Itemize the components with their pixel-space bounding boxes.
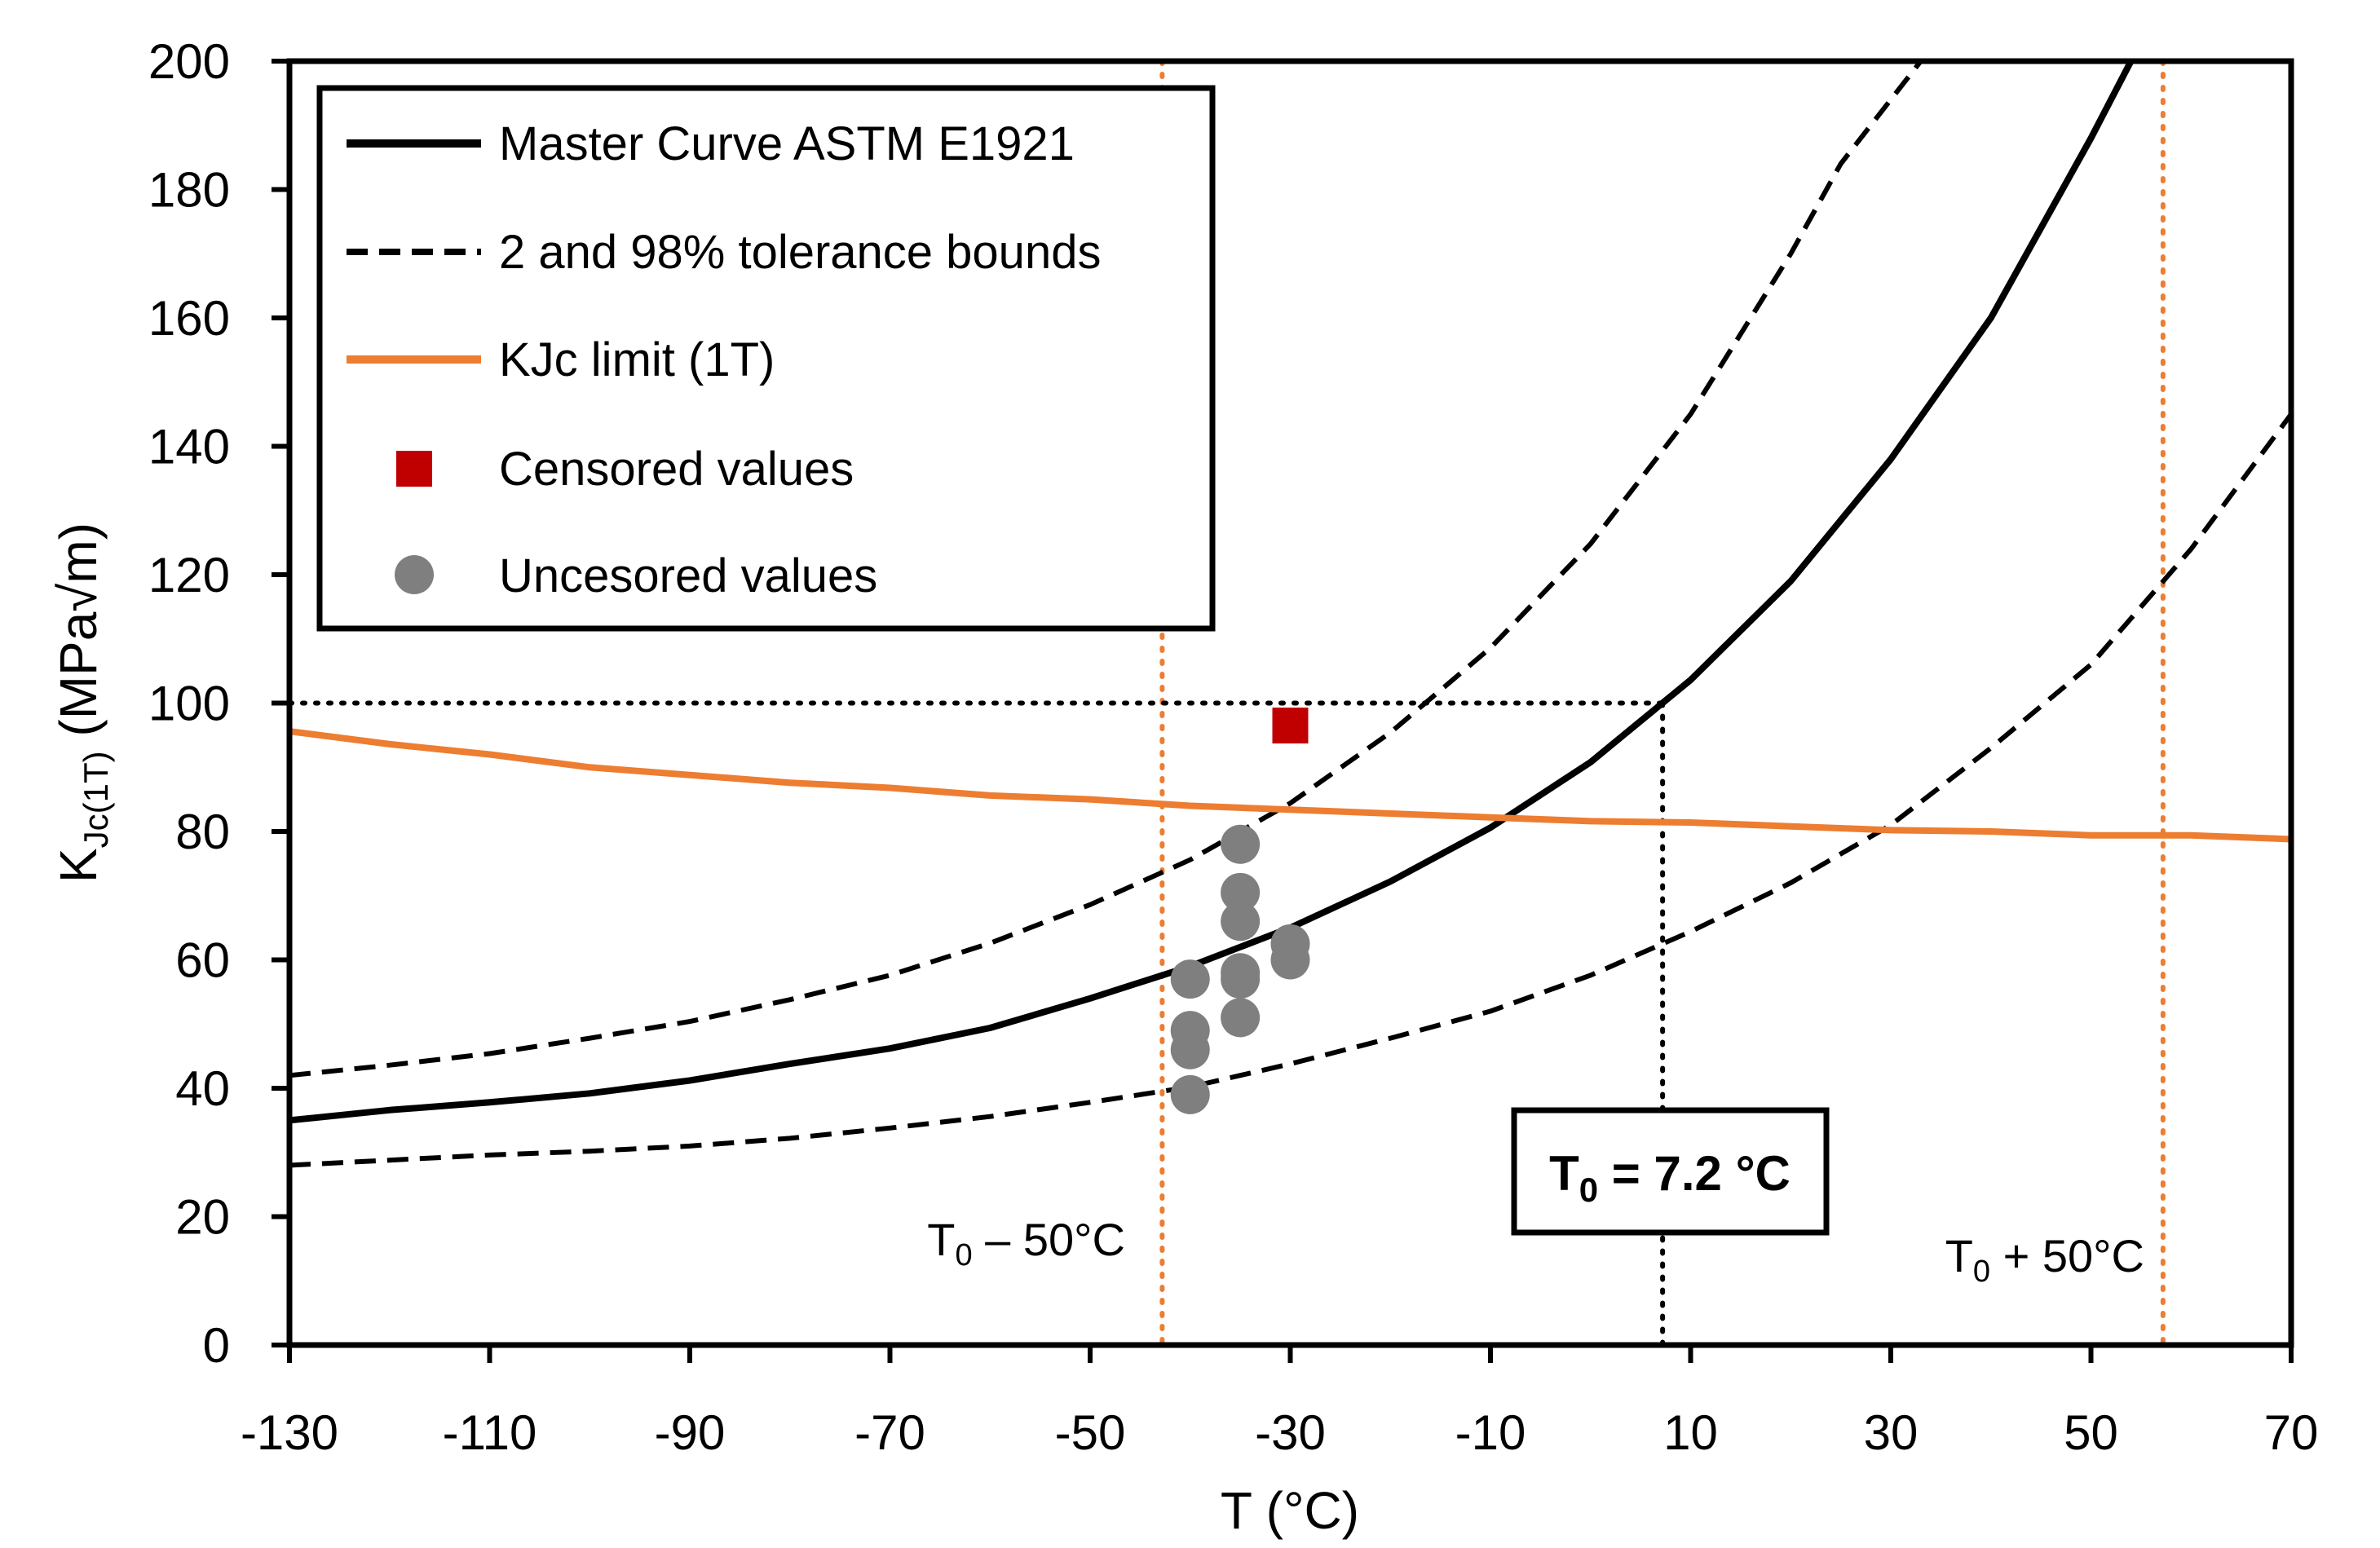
y-tick-label: 60 [175,933,230,988]
t0-minus-rest: – 50°C [973,1214,1125,1265]
t0-minus-label: T0 – 50°C [927,1214,1125,1272]
uncensored-point [1170,1074,1210,1114]
x-tick-label: 10 [1663,1405,1718,1460]
legend-censored-label: Censored values [499,443,854,496]
t0-plus-text: T0 + 50°C [1945,1230,2144,1289]
series-upper-bound [289,60,1923,1078]
x-tick-label: -10 [1455,1405,1526,1460]
legend-limit-label: KJc limit (1T) [499,333,775,386]
x-tick-label: -50 [1055,1405,1126,1460]
legend-master-label: Master Curve ASTM E1921 [499,117,1075,170]
uncensored-point [1170,959,1210,999]
y-axis-label-unit: (MPa√m) [49,523,108,751]
legend: Master Curve ASTM E1921 2 and 98% tolera… [316,85,1216,632]
x-tick-label: -90 [655,1405,726,1460]
legend-uncensored-label: Uncesored values [499,549,877,602]
y-tick-label: 0 [203,1318,230,1373]
t0-plus-label: T0 + 50°C [1945,1230,2144,1289]
t0-box-main: T [1549,1146,1579,1201]
y-tick-label: 200 [148,34,230,89]
x-tick-label: 70 [2264,1405,2319,1460]
t0-box-frame [1511,1107,1830,1236]
legend-censored-swatch [396,451,432,487]
uncensored-point [1221,959,1261,999]
t0-minus-sub: 0 [955,1238,972,1272]
y-tick-label: 140 [148,420,230,474]
legend-uncensored-swatch [395,555,434,594]
y-tick-label: 80 [175,805,230,859]
x-axis-ticks: -130 -110 -90 -70 -50 -30 -10 10 30 50 70 [241,1345,2318,1460]
series-lower-bound [289,412,2294,1168]
t0-box-text: T0 = 7.2 °C [1549,1146,1791,1209]
uncensored-point [1221,824,1261,864]
y-axis-label-main: K [49,848,108,883]
x-tick-label: 50 [2064,1405,2118,1460]
legend-bounds-label: 2 and 98% tolerance bounds [499,226,1101,279]
uncensored-point [1170,1030,1210,1069]
reference-lines [287,59,2166,1347]
y-tick-label: 180 [148,163,230,218]
t0-box-rest: = 7.2 °C [1598,1146,1791,1201]
y-tick-label: 120 [148,548,230,602]
t0-plus-rest: + 50°C [1990,1230,2144,1281]
censored-point [1272,708,1309,744]
y-axis-label-subscript: Jc(1T) [77,751,115,848]
y-axis-ticks: 0 20 40 60 80 100 120 140 160 180 200 [148,34,289,1373]
data-points [1170,708,1310,1114]
y-tick-label: 100 [148,677,230,731]
series-master-curve [289,60,2135,1124]
x-tick-label: -110 [443,1405,537,1460]
y-tick-label: 40 [175,1061,230,1116]
uncensored-point [1221,902,1261,942]
y-axis-label: KJc(1T) (MPa√m) [49,523,115,883]
series-lines [289,60,2294,1168]
t0-plus-main: T [1945,1230,1973,1281]
uncensored-point [1221,998,1261,1038]
x-tick-label: -30 [1255,1405,1326,1460]
t0-box-sub: 0 [1579,1171,1598,1209]
x-axis-label: T (°C) [1221,1481,1359,1540]
uncensored-point [1270,940,1310,980]
y-tick-label: 20 [175,1190,230,1245]
x-tick-label: -70 [854,1405,925,1460]
uncensored-point [1221,872,1261,912]
t0-plus-sub: 0 [1973,1255,1990,1289]
t0-minus-main: T [927,1214,955,1265]
x-tick-label: -130 [241,1405,338,1460]
x-tick-label: 30 [1864,1405,1919,1460]
series-kjc-limit [289,728,2292,843]
y-tick-label: 160 [148,291,230,346]
t0-annotation-box: T0 = 7.2 °C [1511,1107,1830,1236]
t0-minus-text: T0 – 50°C [927,1214,1125,1272]
